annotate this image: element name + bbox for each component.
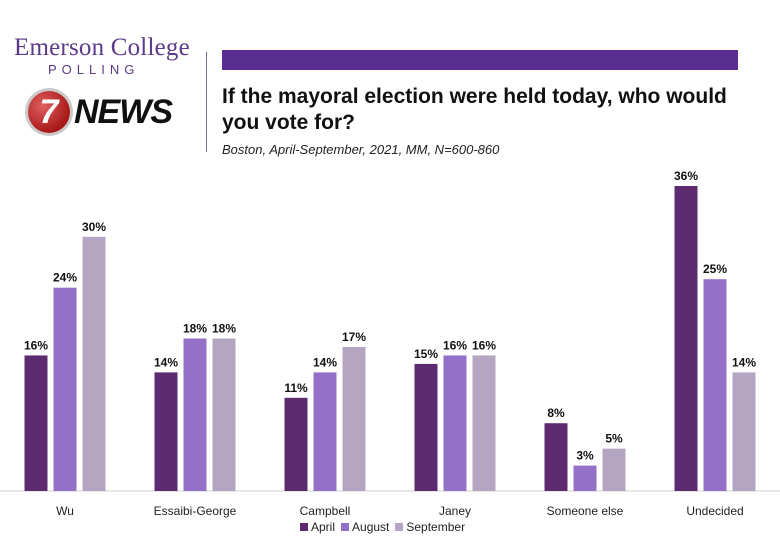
data-label-september-5: 14%	[732, 355, 756, 369]
header-divider	[206, 52, 207, 152]
category-label-2: Campbell	[300, 504, 351, 518]
bar-september-1	[212, 338, 236, 491]
legend-swatch-august	[341, 523, 350, 531]
legend-label-april: April	[311, 520, 336, 534]
bar-april-1	[154, 372, 178, 491]
category-label-5: Undecided	[686, 504, 743, 518]
data-label-august-3: 16%	[443, 338, 467, 352]
bar-september-3	[472, 355, 496, 491]
category-label-1: Essaibi-George	[154, 504, 237, 518]
polling-wordmark: POLLING	[48, 62, 140, 77]
bar-august-1	[183, 338, 207, 491]
data-label-august-5: 25%	[703, 262, 727, 276]
legend-item-september: September	[395, 520, 465, 534]
bar-august-3	[443, 355, 467, 491]
channel-7-badge-icon: 7	[28, 91, 70, 133]
bar-september-4	[602, 448, 626, 491]
bar-september-5	[732, 372, 756, 491]
bar-september-0	[82, 236, 106, 491]
data-label-september-3: 16%	[472, 338, 496, 352]
chart-subtitle: Boston, April-September, 2021, MM, N=600…	[222, 142, 500, 157]
news-wordmark: NEWS	[74, 92, 173, 131]
data-label-april-5: 36%	[674, 169, 698, 183]
data-label-september-4: 5%	[605, 432, 623, 446]
data-label-april-0: 16%	[24, 338, 48, 352]
bar-april-3	[414, 363, 438, 491]
bar-august-0	[53, 287, 77, 491]
data-label-april-4: 8%	[547, 406, 565, 420]
legend-swatch-april	[300, 523, 308, 531]
chart-title: If the mayoral election were held today,…	[222, 85, 727, 134]
data-label-september-0: 30%	[82, 220, 106, 234]
chart-legend: April August September	[300, 520, 465, 534]
data-label-august-1: 18%	[183, 322, 207, 336]
bar-august-2	[313, 372, 337, 491]
header-color-bar	[222, 50, 738, 70]
bar-april-5	[674, 186, 698, 491]
legend-item-april: April	[300, 520, 335, 534]
emerson-college-wordmark: Emerson College	[14, 34, 190, 61]
data-label-august-0: 24%	[53, 271, 77, 285]
data-label-august-4: 3%	[576, 449, 594, 463]
bar-august-5	[703, 279, 727, 491]
legend-label-august: August	[352, 520, 390, 534]
data-label-april-2: 11%	[284, 381, 308, 395]
category-label-4: Someone else	[547, 504, 624, 518]
bar-august-4	[573, 465, 597, 491]
category-label-3: Janey	[439, 504, 471, 518]
data-label-september-2: 17%	[342, 330, 366, 344]
bar-september-2	[342, 346, 366, 491]
data-label-september-1: 18%	[212, 322, 236, 336]
bar-april-2	[284, 397, 308, 491]
bar-april-0	[24, 355, 48, 491]
bar-april-4	[544, 423, 568, 491]
data-label-april-1: 14%	[154, 355, 178, 369]
legend-swatch-september	[395, 523, 404, 531]
data-label-april-3: 15%	[414, 347, 438, 361]
data-label-august-2: 14%	[313, 355, 337, 369]
category-label-0: Wu	[56, 504, 74, 518]
legend-item-august: August	[341, 520, 389, 534]
legend-label-september: September	[406, 520, 466, 534]
7news-logo: 7 NEWS	[28, 88, 173, 136]
